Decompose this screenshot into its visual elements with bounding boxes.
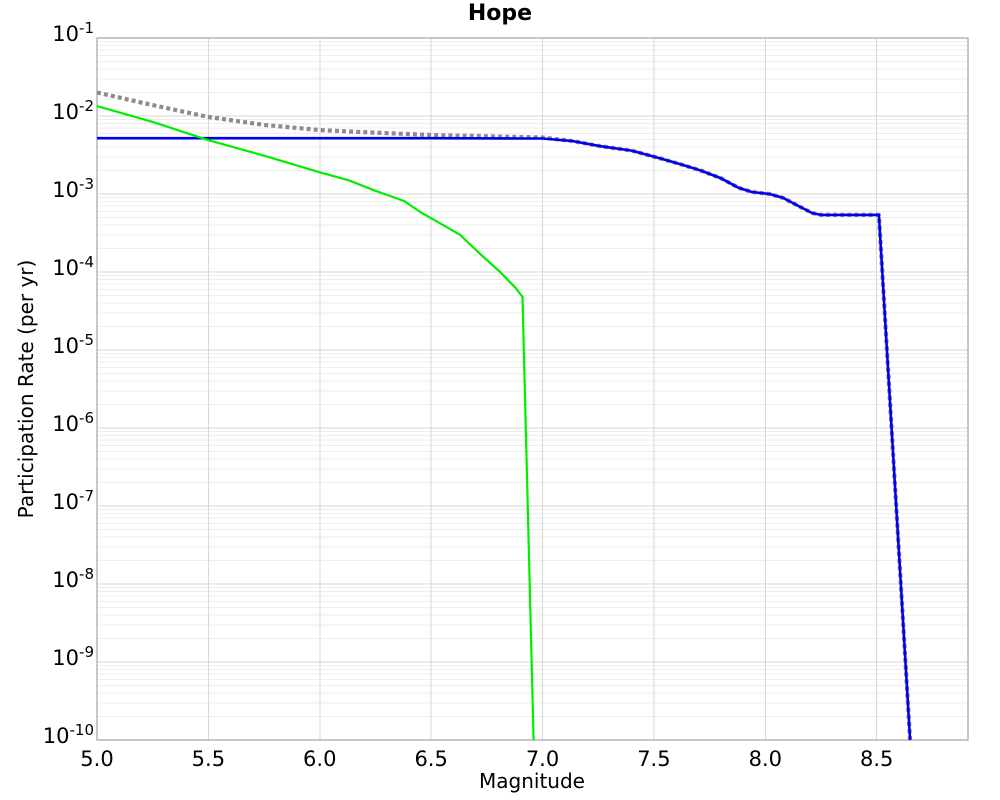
y-tick-label: 10-8 — [52, 565, 94, 593]
y-tick-label: 10-9 — [52, 643, 94, 671]
y-tick-label: 10-5 — [52, 331, 94, 359]
y-axis-label: Participation Rate (per yr) — [14, 259, 38, 519]
y-tick-label: 10-3 — [52, 175, 94, 203]
x-axis-label: Magnitude — [479, 769, 585, 793]
x-tick-label: 6.0 — [303, 747, 337, 771]
x-tick-label: 5.5 — [191, 747, 226, 771]
chart-title: Hope — [467, 1, 533, 26]
x-tick-label: 8.0 — [748, 747, 782, 771]
x-tick-label: 6.5 — [414, 747, 448, 771]
x-tick-label: 7.0 — [525, 747, 560, 771]
y-tick-label: 10-4 — [52, 253, 94, 281]
x-tick-label: 7.5 — [637, 747, 671, 771]
plot-frame — [96, 37, 969, 741]
series-green-solid-curve — [96, 105, 535, 741]
x-tick-label: 5.0 — [80, 747, 114, 771]
y-tick-label: 10-6 — [52, 409, 94, 437]
y-tick-label: 10-7 — [52, 487, 94, 515]
x-tick-label: 8.5 — [859, 747, 894, 771]
series-blue-solid-curve — [97, 136, 912, 741]
y-tick-label: 10-1 — [52, 19, 94, 47]
y-tick-label: 10-2 — [52, 97, 94, 125]
y-tick-label: 10-10 — [42, 721, 94, 749]
series-gray-dotted-curve — [96, 90, 913, 741]
